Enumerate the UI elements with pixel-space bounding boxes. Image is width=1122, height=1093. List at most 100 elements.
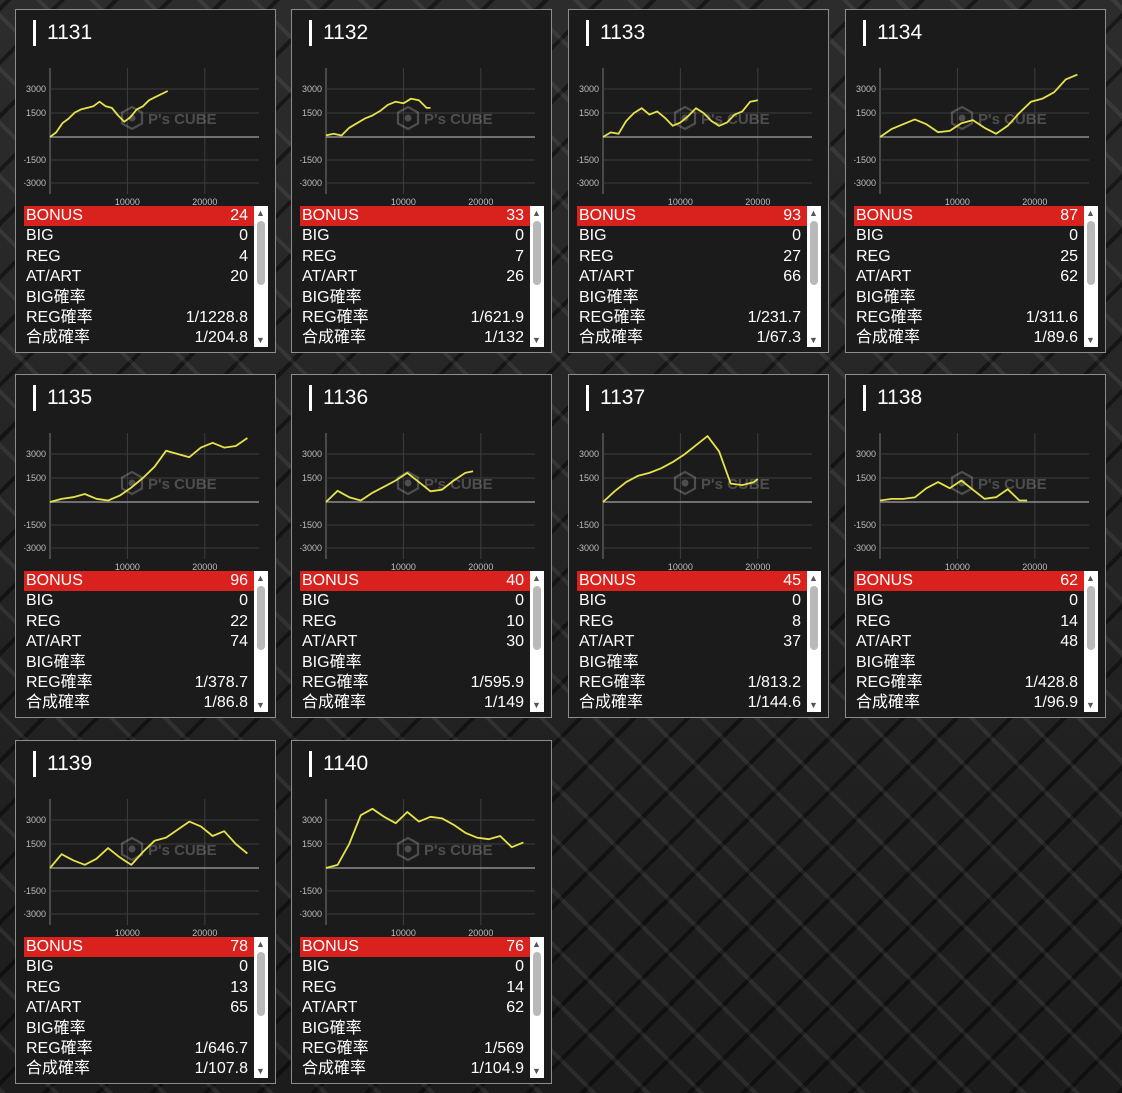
unit-card-1134[interactable]: 1134 3000 1500 -1500 -3000 10000 20000 P's CUBE…	[845, 9, 1106, 353]
stats-scrollbar[interactable]: ▲ ▼	[530, 937, 544, 1078]
stat-label: BIG	[302, 958, 330, 976]
triangle-down-icon[interactable]: ▼	[809, 700, 818, 710]
triangle-down-icon[interactable]: ▼	[256, 335, 265, 345]
stat-label: REG	[579, 612, 614, 630]
scrollbar-thumb[interactable]	[810, 586, 818, 650]
stats-scrollbar[interactable]: ▲ ▼	[530, 206, 544, 347]
triangle-up-icon[interactable]: ▲	[532, 573, 541, 583]
stats-scrollbar[interactable]: ▲ ▼	[1084, 571, 1098, 712]
unit-card-1136[interactable]: 1136 3000 1500 -1500 -3000 10000 20000 P's CUBE…	[291, 374, 552, 718]
big-prob-row: BIG確率	[854, 653, 1084, 673]
stats-scrollbar[interactable]: ▲ ▼	[254, 206, 268, 347]
bonus-row: BONUS 33	[300, 206, 530, 226]
stat-label: BIG	[302, 227, 330, 245]
stat-label: REG確率	[26, 309, 93, 326]
stat-value: 65	[230, 999, 248, 1017]
unit-card-1139[interactable]: 1139 3000 1500 -1500 -3000 10000 20000 P's CUBE…	[15, 740, 276, 1084]
stat-label: AT/ART	[26, 268, 82, 286]
x-tick-label: 20000	[1022, 197, 1047, 206]
scrollbar-thumb[interactable]	[533, 952, 541, 1016]
stats-scrollbar[interactable]: ▲ ▼	[254, 571, 268, 712]
triangle-up-icon[interactable]: ▲	[809, 208, 818, 218]
triangle-up-icon[interactable]: ▲	[532, 939, 541, 949]
y-tick-label: -1500	[300, 520, 322, 530]
y-tick-label: -1500	[854, 155, 876, 165]
stat-value: 0	[239, 227, 248, 245]
scrollbar-thumb[interactable]	[1087, 221, 1095, 285]
watermark-logo: P's CUBE	[120, 836, 217, 862]
stats-scrollbar[interactable]: ▲ ▼	[807, 571, 821, 712]
y-tick-label: -1500	[24, 520, 46, 530]
big-prob-row: BIG確率	[24, 288, 254, 308]
unit-card-1135[interactable]: 1135 3000 1500 -1500 -3000 10000 20000 P's CUBE…	[15, 374, 276, 718]
stats-table: BONUS 33 BIG 0 REG 7 AT/ART 26 BIG確率 REG確率 1/621.9…	[300, 206, 544, 347]
unit-card-1132[interactable]: 1132 3000 1500 -1500 -3000 10000 20000 P's CUBE…	[291, 9, 552, 353]
scrollbar-thumb[interactable]	[257, 221, 265, 285]
unit-card-1133[interactable]: 1133 3000 1500 -1500 -3000 10000 20000 P's CUBE…	[568, 9, 829, 353]
triangle-up-icon[interactable]: ▲	[809, 573, 818, 583]
bonus-row: BONUS 76	[300, 937, 530, 957]
triangle-down-icon[interactable]: ▼	[809, 335, 818, 345]
triangle-down-icon[interactable]: ▼	[256, 700, 265, 710]
y-tick-label: -1500	[577, 155, 599, 165]
bonus-row: BONUS 45	[577, 571, 807, 591]
slump-chart: 3000 1500 -1500 -3000 10000 20000 P's CUBE	[24, 68, 259, 206]
reg-prob-row: REG確率 1/646.7	[24, 1039, 254, 1059]
slump-chart: 3000 1500 -1500 -3000 10000 20000 P's CUBE	[577, 433, 812, 571]
bonus-row: BONUS 93	[577, 206, 807, 226]
slump-line	[49, 90, 169, 138]
triangle-up-icon[interactable]: ▲	[1086, 573, 1095, 583]
y-tick-label: 1500	[302, 473, 322, 483]
triangle-down-icon[interactable]: ▼	[1086, 700, 1095, 710]
stat-value: 1/1228.8	[185, 309, 248, 326]
stat-label: REG	[26, 247, 61, 265]
slump-line	[602, 435, 759, 503]
stat-value: 10	[506, 612, 524, 630]
triangle-down-icon[interactable]: ▼	[532, 335, 541, 345]
triangle-up-icon[interactable]: ▲	[532, 208, 541, 218]
triangle-down-icon[interactable]: ▼	[532, 1066, 541, 1076]
triangle-up-icon[interactable]: ▲	[1086, 208, 1095, 218]
stats-scrollbar[interactable]: ▲ ▼	[1084, 206, 1098, 347]
triangle-up-icon[interactable]: ▲	[256, 939, 265, 949]
scrollbar-thumb[interactable]	[257, 586, 265, 650]
big-prob-row: BIG確率	[854, 288, 1084, 308]
stat-label: BIG	[26, 592, 54, 610]
atart-row: AT/ART 74	[24, 632, 254, 652]
stats-table: BONUS 87 BIG 0 REG 25 AT/ART 62 BIG確率 REG確率 1/311.…	[854, 206, 1098, 347]
triangle-up-icon[interactable]: ▲	[256, 573, 265, 583]
triangle-down-icon[interactable]: ▼	[1086, 335, 1095, 345]
triangle-down-icon[interactable]: ▼	[256, 1066, 265, 1076]
y-tick-label: -3000	[24, 543, 46, 553]
big-prob-row: BIG確率	[577, 288, 807, 308]
stat-value: 33	[506, 207, 524, 224]
stats-scrollbar[interactable]: ▲ ▼	[530, 571, 544, 712]
stat-value: 0	[1069, 227, 1078, 245]
stats-scrollbar[interactable]: ▲ ▼	[254, 937, 268, 1078]
big-prob-row: BIG確率	[300, 288, 530, 308]
scrollbar-thumb[interactable]	[533, 221, 541, 285]
unit-card-1131[interactable]: 1131 3000 1500 -1500 -3000 10000 20000 P's CUBE…	[15, 9, 276, 353]
stat-label: 合成確率	[856, 694, 921, 712]
unit-card-1137[interactable]: 1137 3000 1500 -1500 -3000 10000 20000 P's CUBE…	[568, 374, 829, 718]
stat-label: BIG確率	[26, 653, 86, 671]
watermark-logo: P's CUBE	[120, 470, 217, 496]
stats-scrollbar[interactable]: ▲ ▼	[807, 206, 821, 347]
stat-value: 26	[506, 268, 524, 286]
stat-value: 1/813.2	[747, 674, 801, 691]
stat-value: 62	[1060, 268, 1078, 286]
triangle-up-icon[interactable]: ▲	[256, 208, 265, 218]
stat-value: 7	[515, 247, 524, 265]
y-tick-label: 3000	[302, 815, 322, 825]
scrollbar-thumb[interactable]	[1087, 586, 1095, 650]
unit-card-1138[interactable]: 1138 3000 1500 -1500 -3000 10000 20000 P's CUBE…	[845, 374, 1106, 718]
stat-value: 40	[506, 572, 524, 589]
scrollbar-thumb[interactable]	[810, 221, 818, 285]
unit-card-1140[interactable]: 1140 3000 1500 -1500 -3000 10000 20000 P's CUBE…	[291, 740, 552, 1084]
y-tick-label: 3000	[302, 84, 322, 94]
reg-prob-row: REG確率 1/569	[300, 1039, 530, 1059]
scrollbar-thumb[interactable]	[257, 952, 265, 1016]
scrollbar-thumb[interactable]	[533, 586, 541, 650]
x-tick-label: 10000	[391, 928, 416, 937]
triangle-down-icon[interactable]: ▼	[532, 700, 541, 710]
